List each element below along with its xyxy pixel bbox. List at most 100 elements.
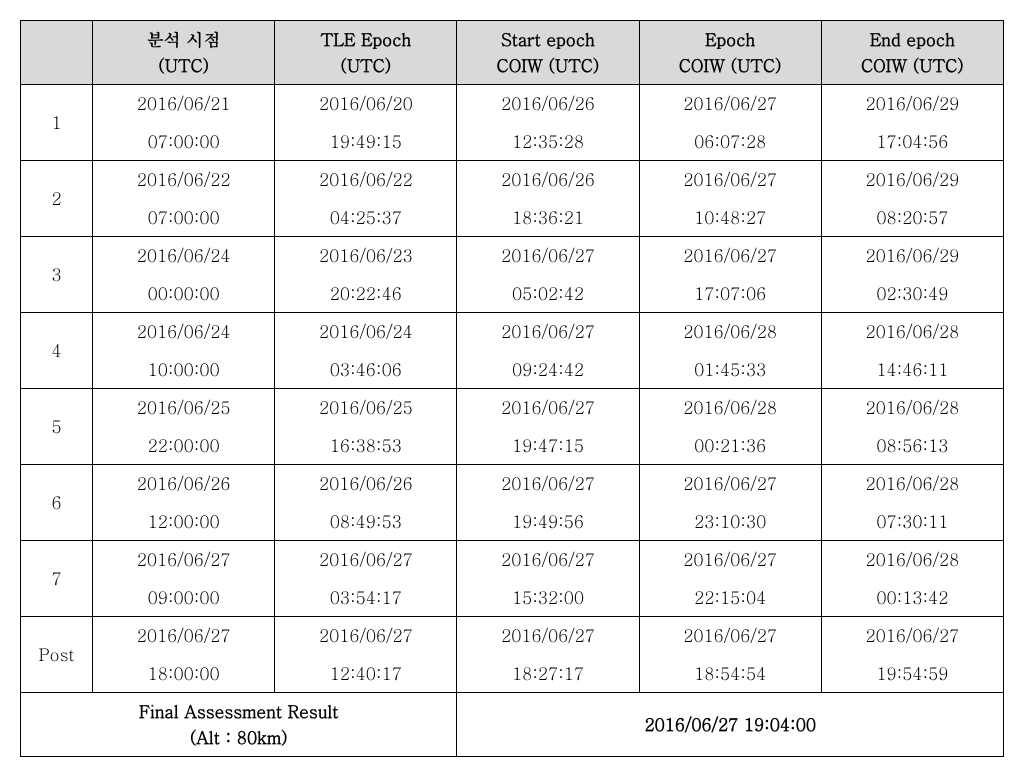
cell-date: 2016/06/27 — [457, 313, 639, 351]
table-row: 07:00:0004:25:3718:36:2110:48:2708:20:57 — [21, 199, 1004, 237]
cell-time: 09:24:42 — [457, 351, 639, 389]
cell-date: 2016/06/26 — [93, 465, 275, 503]
cell-date: 2016/06/29 — [821, 237, 1003, 275]
row-index: 2 — [21, 161, 93, 237]
cell-time: 18:00:00 — [93, 655, 275, 693]
table-row: 10:00:0003:46:0609:24:4201:45:3314:46:11 — [21, 351, 1004, 389]
cell-date: 2016/06/27 — [457, 617, 639, 655]
cell-date: 2016/06/27 — [457, 465, 639, 503]
cell-date: 2016/06/25 — [93, 389, 275, 427]
cell-date: 2016/06/27 — [639, 85, 821, 123]
cell-time: 15:32:00 — [457, 579, 639, 617]
cell-time: 23:10:30 — [639, 503, 821, 541]
cell-time: 22:15:04 — [639, 579, 821, 617]
cell-date: 2016/06/24 — [93, 237, 275, 275]
cell-time: 10:00:00 — [93, 351, 275, 389]
row-index: 7 — [21, 541, 93, 617]
epoch-table: 분석 시점 (UTC) TLE Epoch (UTC) Start epoch … — [20, 20, 1004, 757]
table-body: 12016/06/212016/06/202016/06/262016/06/2… — [21, 85, 1004, 757]
row-index: Post — [21, 617, 93, 693]
cell-date: 2016/06/27 — [639, 465, 821, 503]
cell-time: 07:00:00 — [93, 199, 275, 237]
cell-time: 00:13:42 — [821, 579, 1003, 617]
table-row: 00:00:0020:22:4605:02:4217:07:0602:30:49 — [21, 275, 1004, 313]
cell-date: 2016/06/27 — [93, 617, 275, 655]
header-row: 분석 시점 (UTC) TLE Epoch (UTC) Start epoch … — [21, 21, 1004, 85]
cell-date: 2016/06/27 — [457, 541, 639, 579]
cell-time: 14:46:11 — [821, 351, 1003, 389]
cell-time: 02:30:49 — [821, 275, 1003, 313]
table-row: 22:00:0016:38:5319:47:1500:21:3608:56:13 — [21, 427, 1004, 465]
cell-date: 2016/06/27 — [275, 617, 457, 655]
table-row: 12016/06/212016/06/202016/06/262016/06/2… — [21, 85, 1004, 123]
cell-time: 03:54:17 — [275, 579, 457, 617]
cell-date: 2016/06/29 — [821, 85, 1003, 123]
cell-date: 2016/06/28 — [639, 313, 821, 351]
cell-time: 18:27:17 — [457, 655, 639, 693]
cell-time: 16:38:53 — [275, 427, 457, 465]
cell-time: 20:22:46 — [275, 275, 457, 313]
table-row: 09:00:0003:54:1715:32:0022:15:0400:13:42 — [21, 579, 1004, 617]
cell-time: 08:20:57 — [821, 199, 1003, 237]
header-tle-epoch: TLE Epoch (UTC) — [275, 21, 457, 85]
cell-time: 19:49:56 — [457, 503, 639, 541]
header-start-epoch: Start epoch COIW (UTC) — [457, 21, 639, 85]
cell-time: 04:25:37 — [275, 199, 457, 237]
cell-date: 2016/06/22 — [275, 161, 457, 199]
table-row: 18:00:0012:40:1718:27:1718:54:5419:54:59 — [21, 655, 1004, 693]
cell-date: 2016/06/26 — [457, 161, 639, 199]
cell-time: 19:54:59 — [821, 655, 1003, 693]
cell-time: 08:56:13 — [821, 427, 1003, 465]
cell-time: 00:00:00 — [93, 275, 275, 313]
header-epoch: Epoch COIW (UTC) — [639, 21, 821, 85]
cell-time: 05:02:42 — [457, 275, 639, 313]
row-index: 1 — [21, 85, 93, 161]
row-index: 6 — [21, 465, 93, 541]
final-row: Final Assessment Result(Alt : 80km)2016/… — [21, 693, 1004, 757]
cell-date: 2016/06/28 — [821, 389, 1003, 427]
cell-time: 17:04:56 — [821, 123, 1003, 161]
table-row: 62016/06/262016/06/262016/06/272016/06/2… — [21, 465, 1004, 503]
cell-date: 2016/06/20 — [275, 85, 457, 123]
row-index: 3 — [21, 237, 93, 313]
cell-date: 2016/06/27 — [821, 617, 1003, 655]
cell-date: 2016/06/25 — [275, 389, 457, 427]
cell-time: 00:21:36 — [639, 427, 821, 465]
cell-time: 09:00:00 — [93, 579, 275, 617]
cell-time: 08:49:53 — [275, 503, 457, 541]
table-row: 72016/06/272016/06/272016/06/272016/06/2… — [21, 541, 1004, 579]
cell-time: 12:00:00 — [93, 503, 275, 541]
cell-date: 2016/06/27 — [639, 541, 821, 579]
cell-date: 2016/06/26 — [275, 465, 457, 503]
cell-time: 18:54:54 — [639, 655, 821, 693]
cell-date: 2016/06/24 — [93, 313, 275, 351]
cell-date: 2016/06/28 — [639, 389, 821, 427]
cell-date: 2016/06/27 — [93, 541, 275, 579]
table-row: Post2016/06/272016/06/272016/06/272016/0… — [21, 617, 1004, 655]
cell-time: 06:07:28 — [639, 123, 821, 161]
cell-date: 2016/06/27 — [639, 161, 821, 199]
cell-time: 07:00:00 — [93, 123, 275, 161]
cell-time: 07:30:11 — [821, 503, 1003, 541]
cell-date: 2016/06/27 — [457, 237, 639, 275]
cell-time: 12:40:17 — [275, 655, 457, 693]
cell-time: 19:49:15 — [275, 123, 457, 161]
cell-time: 12:35:28 — [457, 123, 639, 161]
cell-date: 2016/06/28 — [821, 465, 1003, 503]
cell-date: 2016/06/27 — [639, 617, 821, 655]
cell-time: 22:00:00 — [93, 427, 275, 465]
cell-date: 2016/06/22 — [93, 161, 275, 199]
cell-time: 03:46:06 — [275, 351, 457, 389]
cell-time: 01:45:33 — [639, 351, 821, 389]
final-value: 2016/06/27 19:04:00 — [457, 693, 1004, 757]
header-end-epoch: End epoch COIW (UTC) — [821, 21, 1003, 85]
table-row: 22016/06/222016/06/222016/06/262016/06/2… — [21, 161, 1004, 199]
cell-time: 18:36:21 — [457, 199, 639, 237]
cell-date: 2016/06/24 — [275, 313, 457, 351]
cell-date: 2016/06/26 — [457, 85, 639, 123]
final-label: Final Assessment Result(Alt : 80km) — [21, 693, 457, 757]
cell-date: 2016/06/28 — [821, 313, 1003, 351]
row-index: 4 — [21, 313, 93, 389]
header-analysis-time: 분석 시점 (UTC) — [93, 21, 275, 85]
cell-time: 19:47:15 — [457, 427, 639, 465]
